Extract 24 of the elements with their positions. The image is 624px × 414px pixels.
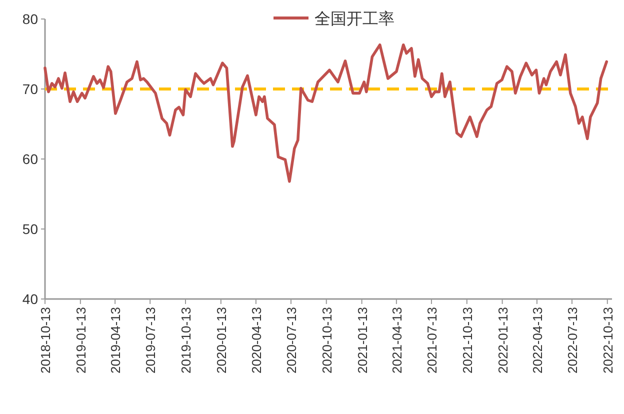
x-tick-label: 2021-01-13 — [354, 307, 370, 374]
x-tick-label: 2021-07-13 — [424, 307, 440, 374]
x-tick-label: 2022-04-13 — [530, 307, 545, 374]
x-tick-label: 2022-10-13 — [600, 307, 616, 374]
x-tick-label: 2019-07-13 — [143, 307, 158, 374]
x-tick-label: 2019-01-13 — [73, 307, 88, 374]
y-tick-label: 50 — [22, 221, 38, 237]
x-tick-label: 2020-04-13 — [248, 307, 264, 374]
x-tick-label: 2022-07-13 — [564, 307, 580, 374]
x-tick-label: 2019-04-13 — [108, 307, 124, 374]
x-tick-label: 2018-10-13 — [38, 307, 53, 374]
line-series — [44, 44, 608, 183]
y-tick-label: 60 — [22, 151, 38, 167]
y-tick-label: 70 — [22, 81, 38, 97]
y-tick-label: 40 — [22, 291, 38, 307]
legend-label: 全国开工率 — [314, 10, 394, 28]
x-tick-label: 2020-01-13 — [214, 307, 229, 374]
x-tick-label: 2021-10-13 — [460, 307, 475, 374]
x-tick-label: 2019-10-13 — [178, 307, 194, 374]
x-tick-label: 2022-01-13 — [495, 307, 510, 374]
x-tick-label: 2020-07-13 — [284, 307, 299, 374]
x-tick-label: 2020-10-13 — [319, 307, 334, 374]
y-tick-label: 80 — [22, 11, 38, 27]
x-tick-label: 2021-04-13 — [389, 307, 404, 374]
